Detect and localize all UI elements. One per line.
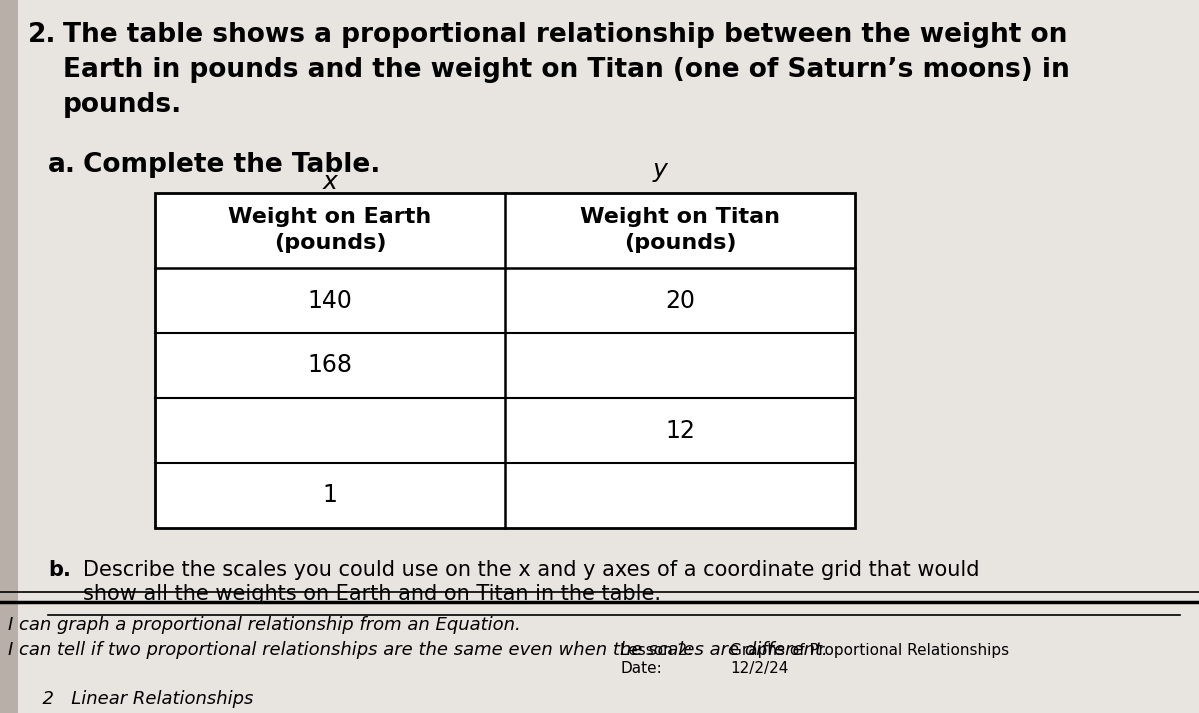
Text: Lesson 2:: Lesson 2: xyxy=(620,643,692,658)
Text: x: x xyxy=(323,170,337,194)
Text: Complete the Table.: Complete the Table. xyxy=(83,152,380,178)
Bar xyxy=(0,0,18,713)
Text: Weight on Earth: Weight on Earth xyxy=(228,207,432,227)
Text: (pounds): (pounds) xyxy=(623,233,736,253)
Text: (pounds): (pounds) xyxy=(273,233,386,253)
Text: I can graph a proportional relationship from an Equation.: I can graph a proportional relationship … xyxy=(8,616,520,634)
Text: y: y xyxy=(652,158,668,182)
Text: Date:: Date: xyxy=(620,661,662,676)
Bar xyxy=(155,193,855,528)
Text: b.: b. xyxy=(48,560,71,580)
Text: Graphs of Proportional Relationships: Graphs of Proportional Relationships xyxy=(730,643,1010,658)
Text: Weight on Titan: Weight on Titan xyxy=(580,207,781,227)
Text: 140: 140 xyxy=(308,289,353,312)
Text: 20: 20 xyxy=(665,289,695,312)
Text: Describe the scales you could use on the x and y axes of a coordinate grid that : Describe the scales you could use on the… xyxy=(83,560,980,580)
Text: 168: 168 xyxy=(307,354,353,377)
Text: 2.: 2. xyxy=(28,22,56,48)
Text: The table shows a proportional relationship between the weight on
Earth in pound: The table shows a proportional relations… xyxy=(64,22,1070,118)
Text: a.: a. xyxy=(48,152,76,178)
Text: I can tell if two proportional relationships are the same even when the scales a: I can tell if two proportional relations… xyxy=(8,641,827,659)
Text: 12: 12 xyxy=(665,419,695,443)
Text: show all the weights on Earth and on Titan in the table.: show all the weights on Earth and on Tit… xyxy=(83,584,661,604)
Text: 2   Linear Relationships: 2 Linear Relationships xyxy=(8,690,253,708)
Text: 12/2/24: 12/2/24 xyxy=(730,661,789,676)
Text: 1: 1 xyxy=(323,483,337,508)
